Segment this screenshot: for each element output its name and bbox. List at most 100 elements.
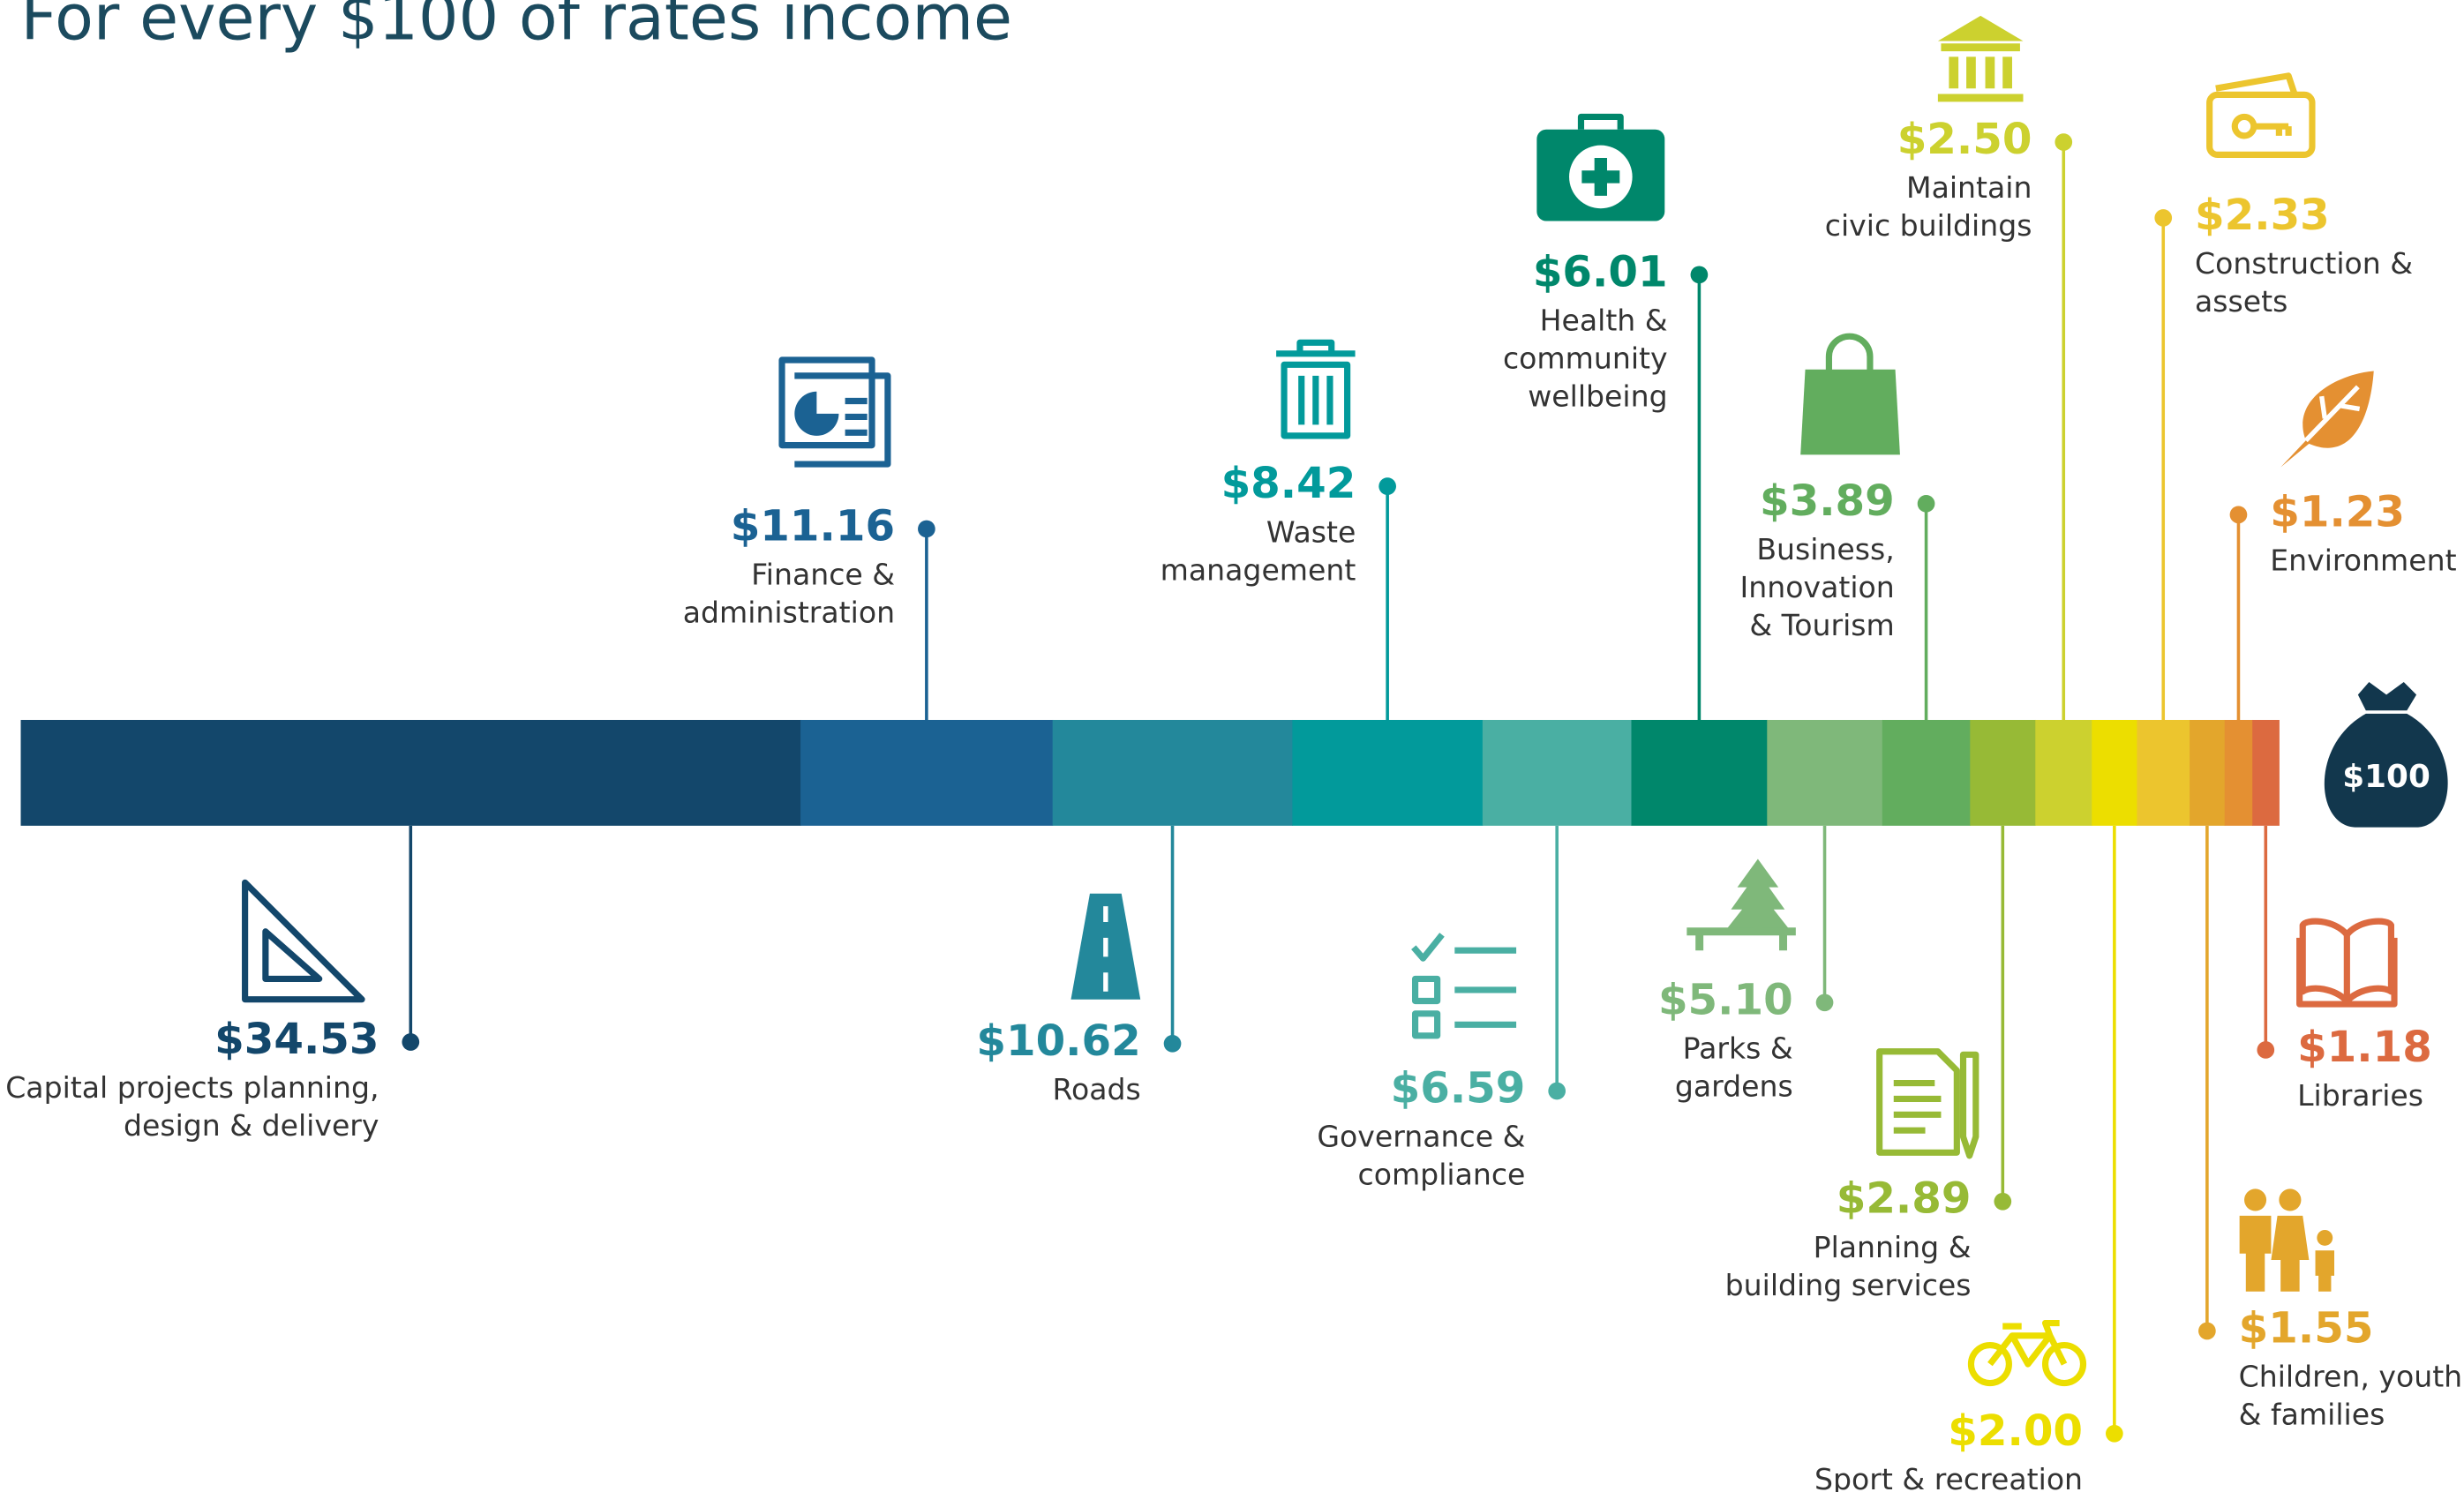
icon-shape	[2206, 91, 2316, 158]
category-label: Maintain	[1906, 170, 2032, 205]
icon	[1070, 893, 1141, 1000]
icon	[1276, 339, 1356, 439]
total-label: $100	[2342, 759, 2430, 795]
icon	[2296, 918, 2398, 1008]
value-label: $34.53	[214, 1015, 379, 1064]
value-label: $8.42	[1221, 459, 1356, 508]
value-label: $1.18	[2297, 1023, 2432, 1072]
leader-dot	[1163, 1034, 1182, 1053]
bar-segment	[1767, 719, 1883, 826]
value-label: $1.23	[2270, 487, 2405, 536]
category-label: Parks &	[1683, 1031, 1793, 1065]
icon-shape	[794, 391, 839, 436]
icon-shape	[1893, 1079, 1942, 1134]
category-label: building services	[1725, 1268, 1972, 1302]
bar-segment	[2035, 719, 2092, 826]
value-label: $6.01	[1533, 247, 1668, 296]
icon-shape	[1276, 339, 1356, 357]
value-label: $10.62	[976, 1016, 1140, 1066]
icon	[2239, 1188, 2335, 1292]
category-label: Innovation	[1740, 570, 1895, 604]
bag-shape	[2324, 713, 2448, 828]
icon-shape	[1825, 333, 1874, 373]
bar-segment	[2137, 719, 2190, 826]
icon-shape	[2215, 72, 2298, 96]
icon	[1876, 1048, 1979, 1159]
icon-shape	[2296, 937, 2398, 1008]
icon	[1686, 858, 1796, 951]
value-label: $2.89	[1837, 1174, 1972, 1224]
icon-shape	[1937, 15, 2024, 41]
icon-shape	[778, 356, 875, 449]
bar-segment	[2252, 719, 2280, 826]
category-label: compliance	[1358, 1158, 1526, 1192]
category-label: civic buildings	[1825, 208, 2032, 243]
category-label: Construction &	[2195, 246, 2413, 281]
icon-shape	[1967, 1342, 2012, 1387]
icon	[242, 879, 365, 1003]
value-label: $11.16	[731, 501, 895, 551]
icon-shape	[262, 928, 323, 983]
leader-dot	[918, 520, 935, 538]
icon-shape	[1298, 375, 1333, 425]
value-label: $3.89	[1760, 476, 1895, 526]
icon-shape	[1987, 1319, 2068, 1368]
icon-shape	[1949, 56, 2012, 89]
category-label: assets	[2195, 284, 2287, 319]
icon-shape	[2317, 1229, 2333, 1246]
bag-shape	[2357, 682, 2417, 711]
category-label: Planning &	[1814, 1230, 1972, 1264]
leader-dot	[1378, 477, 1396, 495]
category-label: Governance &	[1317, 1120, 1525, 1154]
leader-dot	[1690, 266, 1709, 284]
icon-shape	[1724, 858, 1792, 932]
leader-dot	[1548, 1082, 1566, 1100]
icon	[778, 356, 891, 468]
icon-shape	[1581, 157, 1620, 196]
leader-dot	[1815, 993, 1834, 1012]
category-label: gardens	[1675, 1068, 1793, 1103]
category-label: Capital projects planning,	[5, 1070, 379, 1105]
icon	[1937, 15, 2024, 102]
bar-segment	[1882, 719, 1971, 826]
bar-segment	[1482, 719, 1633, 826]
leader-dot	[402, 1033, 420, 1051]
icon-shape	[2041, 1342, 2087, 1387]
total-icon	[2324, 682, 2448, 828]
icon-shape	[2303, 385, 2361, 443]
leader-dot	[1917, 494, 1935, 513]
leader-dot	[2154, 209, 2173, 227]
bar-segment	[2224, 719, 2253, 826]
category-label: Health &	[1540, 304, 1668, 338]
leader-dot	[2229, 506, 2248, 524]
icon-shape	[845, 397, 868, 436]
leader-dot	[2257, 1041, 2275, 1059]
bar-segment	[2092, 719, 2137, 826]
icon	[1411, 933, 1517, 1039]
icon-shape	[1876, 1048, 1960, 1156]
value-label: $5.10	[1658, 975, 1793, 1024]
icon-shape	[1411, 975, 1441, 1039]
category-label: Roads	[1052, 1072, 1140, 1106]
category-label: Finance &	[751, 558, 895, 592]
leader-dot	[2055, 133, 2073, 151]
value-label: $2.00	[1948, 1406, 2083, 1456]
icon-shape	[1959, 1051, 1979, 1159]
icon-shape	[1454, 947, 1517, 1028]
category-label: administration	[683, 596, 895, 630]
icon-shape	[794, 372, 891, 468]
icon-shape	[1281, 361, 1351, 439]
icon-shape	[242, 879, 365, 1003]
category-label: design & delivery	[124, 1108, 379, 1143]
icon-shape	[2279, 1188, 2302, 1211]
category-label: Environment	[2270, 544, 2456, 578]
value-label: $6.59	[1391, 1063, 1526, 1113]
icon-shape	[1411, 933, 1445, 962]
icon	[1536, 113, 1665, 221]
bar-segment	[1631, 719, 1768, 826]
category-label: Libraries	[2297, 1078, 2423, 1113]
bar-segment	[800, 719, 1054, 826]
value-label: $1.55	[2239, 1303, 2374, 1353]
